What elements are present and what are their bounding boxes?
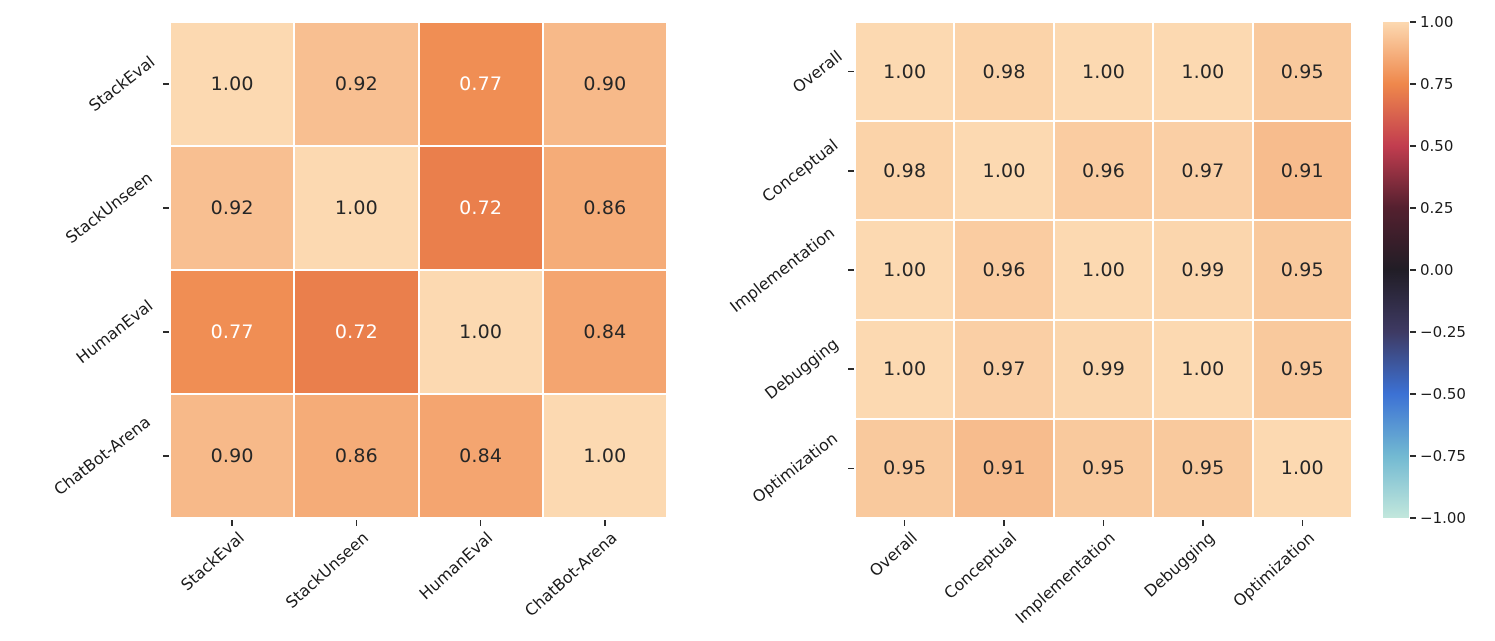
- colorbar-tick-label: −0.75: [1420, 447, 1466, 465]
- colorbar-tick-label: 0.25: [1420, 199, 1454, 217]
- x-tick-mark: [1301, 520, 1304, 526]
- heatmap-cell: 0.92: [294, 22, 419, 146]
- col-label: Conceptual: [939, 528, 1020, 603]
- y-tick-mark: [848, 269, 854, 271]
- heatmap-cell: 0.95: [1252, 22, 1352, 122]
- colorbar-tick-mark: [1410, 207, 1416, 209]
- y-tick-mark: [848, 170, 854, 172]
- heatmap-cell: 1.00: [1053, 22, 1154, 122]
- heatmap-cell: 0.84: [418, 394, 543, 518]
- colorbar-tick-label: −0.25: [1420, 323, 1466, 341]
- colorbar-tick-mark: [1410, 393, 1416, 395]
- heatmap-cell: 0.95: [1252, 220, 1352, 320]
- row-label: Optimization: [748, 429, 841, 507]
- colorbar-tick-label: 0.75: [1420, 75, 1454, 93]
- heatmap-cell: 1.00: [418, 270, 543, 394]
- heatmap-cell: 0.77: [418, 22, 543, 146]
- col-label: ChatBot-Arena: [521, 528, 621, 621]
- heatmap-cell: 0.98: [954, 22, 1054, 122]
- heatmap-cell: 0.99: [1053, 319, 1154, 419]
- heatmap-cell: 1.00: [954, 121, 1054, 221]
- colorbar-tick-mark: [1410, 21, 1416, 23]
- row-label: ChatBot-Arena: [50, 412, 155, 500]
- colorbar-tick-mark: [1410, 145, 1416, 147]
- col-label: HumanEval: [415, 528, 497, 604]
- heatmap-cell: 0.86: [542, 146, 667, 270]
- heatmap-cell: 1.00: [1153, 22, 1253, 122]
- heatmap-cell: 0.95: [1252, 319, 1352, 419]
- col-label: Implementation: [1012, 528, 1120, 628]
- heatmap-cell: 0.91: [1252, 121, 1352, 221]
- colorbar-tick-mark: [1410, 455, 1416, 457]
- heatmap-cell: 0.72: [294, 270, 419, 394]
- y-tick-mark: [848, 70, 854, 73]
- col-label: Optimization: [1229, 528, 1319, 611]
- y-tick-mark: [163, 455, 169, 457]
- colorbar-tick-mark: [1410, 83, 1416, 85]
- heatmap-cell: 0.95: [855, 418, 955, 518]
- heatmap-cell: 1.00: [170, 22, 295, 146]
- colorbar-gradient: [1383, 22, 1409, 518]
- y-tick-mark: [163, 83, 169, 85]
- y-tick-mark: [163, 207, 169, 209]
- colorbar-tick-mark: [1410, 331, 1416, 333]
- heatmap-cell: 0.97: [954, 319, 1054, 419]
- col-label: Debugging: [1140, 528, 1219, 601]
- heatmap-cell: 0.97: [1153, 121, 1253, 221]
- heatmap-cell: 0.96: [1053, 121, 1154, 221]
- y-tick-mark: [848, 467, 854, 470]
- x-tick-mark: [1202, 520, 1204, 526]
- heatmap-cell: 1.00: [855, 319, 955, 419]
- heatmap-cell: 0.98: [855, 121, 955, 221]
- row-label: HumanEval: [73, 295, 157, 368]
- heatmap-cell: 0.95: [1153, 418, 1253, 518]
- row-label: Conceptual: [758, 135, 842, 206]
- heatmap-cell: 0.96: [954, 220, 1054, 320]
- col-label: StackUnseen: [281, 528, 373, 612]
- col-label: Overall: [865, 528, 921, 581]
- x-tick-mark: [231, 520, 233, 526]
- x-tick-mark: [479, 520, 482, 526]
- colorbar-tick-label: −0.50: [1420, 385, 1466, 403]
- heatmap-cell: 1.00: [542, 394, 667, 518]
- heatmap-cell: 1.00: [1053, 220, 1154, 320]
- heatmap-cell: 0.91: [954, 418, 1054, 518]
- y-tick-mark: [848, 368, 854, 370]
- colorbar-tick-mark: [1410, 269, 1416, 271]
- x-tick-mark: [355, 520, 358, 526]
- colorbar-tick-label: 0.50: [1420, 137, 1454, 155]
- heatmap-cell: 0.90: [170, 394, 295, 518]
- heatmap-cell: 0.90: [542, 22, 667, 146]
- row-label: StackEval: [84, 52, 159, 116]
- heatmap-cell: 1.00: [1252, 418, 1352, 518]
- colorbar-tick-mark: [1410, 517, 1416, 519]
- colorbar-tick-label: 1.00: [1420, 13, 1454, 31]
- colorbar-tick-label: 0.00: [1420, 261, 1454, 279]
- row-label: Implementation: [726, 223, 839, 317]
- heatmap-cell: 0.77: [170, 270, 295, 394]
- row-label: Overall: [788, 46, 846, 97]
- heatmap-cell: 1.00: [1153, 319, 1253, 419]
- heatmap-cell: 0.95: [1053, 418, 1154, 518]
- heatmap-cell: 0.92: [170, 146, 295, 270]
- col-label: StackEval: [177, 528, 248, 595]
- y-tick-mark: [163, 331, 169, 333]
- x-tick-mark: [1003, 520, 1005, 526]
- row-label: StackUnseen: [61, 168, 156, 248]
- x-tick-mark: [903, 520, 906, 526]
- row-label: Debugging: [761, 334, 843, 404]
- heatmap-cell: 0.99: [1153, 220, 1253, 320]
- heatmap-cell: 1.00: [855, 22, 955, 122]
- x-tick-mark: [604, 520, 606, 526]
- colorbar-tick-label: −1.00: [1420, 509, 1466, 527]
- heatmap-cell: 0.72: [418, 146, 543, 270]
- heatmap-cell: 0.84: [542, 270, 667, 394]
- x-tick-mark: [1102, 520, 1105, 526]
- heatmap-cell: 1.00: [855, 220, 955, 320]
- heatmap-cell: 1.00: [294, 146, 419, 270]
- heatmap-cell: 0.86: [294, 394, 419, 518]
